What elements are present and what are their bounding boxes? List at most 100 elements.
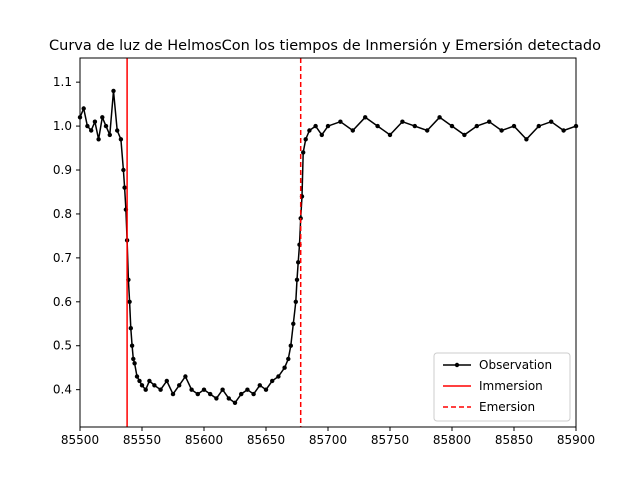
observation-point — [89, 128, 94, 133]
observation-point — [152, 383, 157, 388]
observation-point — [319, 132, 324, 138]
x-tick-label: 85800 — [433, 433, 471, 447]
y-tick-label: 0.6 — [53, 295, 72, 309]
observation-point — [499, 128, 504, 133]
legend-label-emersion: Emersion — [479, 400, 535, 414]
observation-point — [208, 391, 213, 397]
plot-area — [77, 58, 579, 427]
y-tick-label: 1.0 — [53, 119, 72, 133]
observation-point — [293, 299, 298, 304]
observation-point — [147, 378, 152, 384]
observation-point — [195, 391, 200, 397]
observation-point — [118, 137, 124, 142]
observation-point — [338, 119, 343, 124]
legend-box — [433, 352, 571, 422]
observation-point — [251, 391, 256, 397]
x-tick-label: 85550 — [123, 433, 161, 447]
observation-point — [85, 123, 90, 129]
x-tick-label: 85600 — [185, 433, 223, 447]
observation-point — [263, 387, 269, 392]
observation-point — [131, 356, 136, 362]
observation-point — [307, 128, 312, 133]
x-tick-label: 85650 — [247, 433, 285, 447]
observation-point — [220, 387, 225, 392]
observation-point — [183, 374, 188, 379]
observation-point — [129, 343, 135, 348]
x-tick-label: 85900 — [557, 433, 595, 447]
observation-point — [276, 374, 281, 379]
observation-point — [286, 356, 291, 362]
observation-point — [134, 374, 140, 379]
observation-point — [425, 128, 430, 133]
y-tick-label: 0.9 — [53, 163, 72, 177]
observation-point — [462, 132, 467, 138]
observation-point — [122, 185, 127, 190]
observation-point — [121, 167, 126, 173]
legend-label-immersion: Immersion — [479, 379, 543, 393]
x-tick-label: 85500 — [61, 433, 99, 447]
observation-point — [301, 150, 306, 155]
legend-label-observation: Observation — [479, 358, 552, 372]
observation-point — [257, 383, 262, 388]
observation-point — [232, 400, 238, 405]
observation-point — [437, 115, 442, 120]
observation-point — [177, 383, 182, 388]
observation-point — [313, 123, 318, 129]
observation-point — [92, 119, 98, 124]
observation-point — [139, 383, 145, 388]
observation-point — [127, 299, 132, 304]
observation-point — [201, 387, 207, 392]
observation-point — [214, 396, 219, 401]
chart-title: Curva de luz de HelmosCon los tiempos de… — [49, 38, 601, 54]
observation-point — [170, 391, 176, 397]
observation-point — [137, 378, 142, 384]
observation-point — [449, 123, 455, 129]
y-tick-label: 0.8 — [53, 207, 72, 221]
observation-point — [239, 391, 244, 397]
observation-point — [325, 123, 331, 129]
observation-point — [387, 132, 393, 138]
observation-point — [303, 137, 308, 142]
observation-point — [412, 123, 417, 129]
x-axis: 85500 85550 85600 85650 85700 85750 85800 85850… — [61, 427, 595, 447]
observation-point — [561, 128, 566, 133]
y-tick-label: 1.1 — [53, 75, 72, 89]
observation-point — [296, 260, 301, 265]
observation-point — [100, 115, 105, 120]
observation-point — [282, 365, 287, 370]
observation-point — [549, 119, 554, 124]
observation-point — [158, 387, 163, 392]
observation-point — [270, 378, 275, 384]
y-tick-label: 0.5 — [53, 339, 72, 353]
observation-point — [487, 119, 492, 124]
observation-point — [81, 106, 86, 111]
observation-point — [132, 361, 137, 366]
observation-point — [363, 115, 368, 120]
observation-point — [164, 378, 169, 384]
x-tick-label: 85700 — [309, 433, 347, 447]
observation-point — [291, 321, 296, 326]
y-axis: 0.4 0.5 0.6 0.7 0.8 0.9 1.0 1.1 — [53, 75, 80, 397]
observation-point — [115, 128, 120, 133]
observation-point — [96, 137, 101, 142]
observation-point — [350, 128, 355, 133]
observation-point — [474, 123, 479, 129]
observation-point — [107, 132, 113, 138]
observation-point — [294, 277, 300, 282]
observation-point — [143, 387, 148, 392]
observation-point — [103, 123, 109, 129]
observation-point — [111, 88, 116, 94]
y-tick-label: 0.4 — [53, 383, 72, 397]
x-tick-label: 85750 — [371, 433, 409, 447]
observation-point — [245, 387, 250, 392]
observation-point — [288, 343, 293, 348]
observation-point — [226, 396, 231, 401]
observation-point — [524, 137, 529, 142]
observation-point — [128, 326, 133, 331]
legend: Observation Immersion Emersion — [433, 352, 571, 422]
observation-point — [536, 123, 541, 129]
legend-marker-observation — [454, 362, 460, 368]
observation-point — [400, 119, 405, 124]
x-tick-label: 85850 — [495, 433, 533, 447]
